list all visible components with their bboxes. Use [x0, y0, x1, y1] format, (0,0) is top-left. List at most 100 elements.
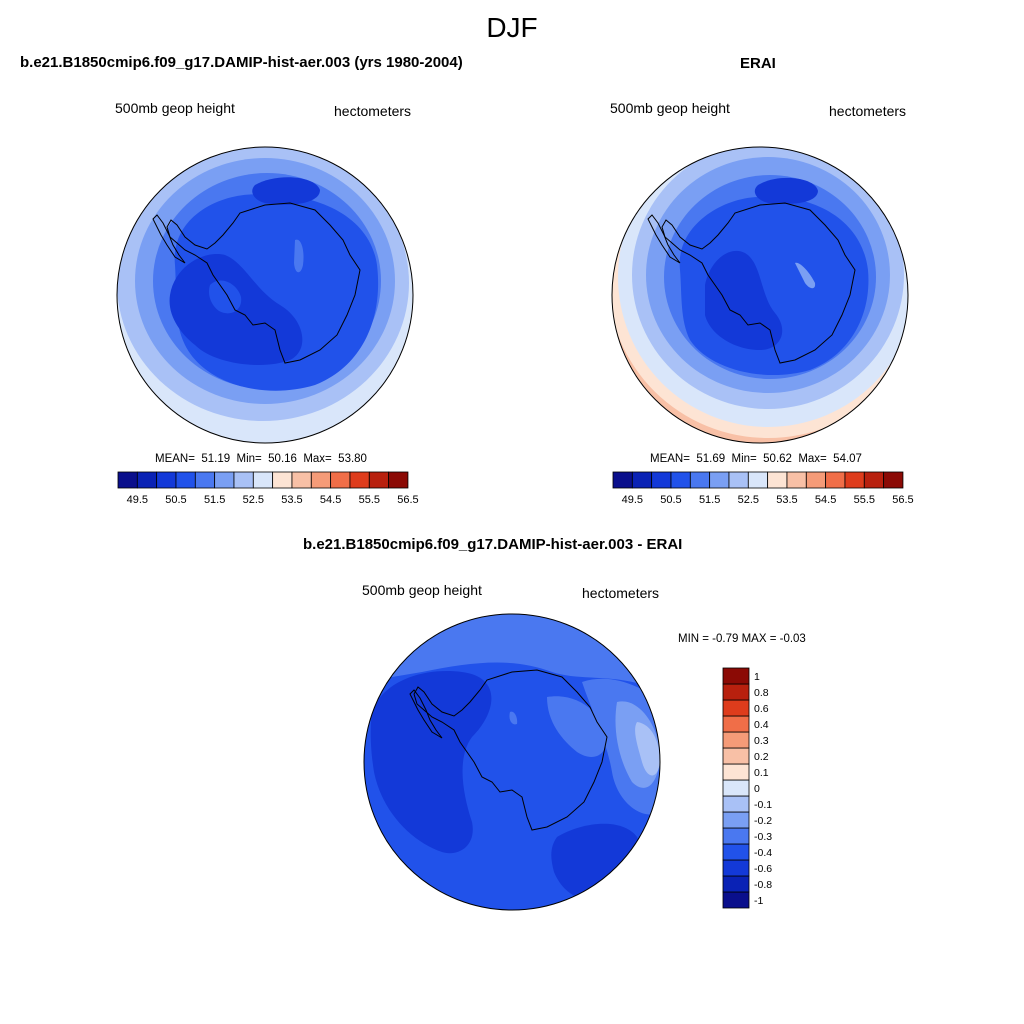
difference-polar-map	[363, 613, 661, 911]
colorbar-tick-label: 54.5	[320, 494, 341, 506]
obs-units-label: hectometers	[829, 103, 907, 119]
colorbar-box	[722, 843, 750, 861]
model-units-label: hectometers	[334, 103, 412, 119]
colorbar-box	[330, 471, 351, 489]
obs-colorbar: 49.5 50.5 51.5 52.5 53.5 54.5 55.5 56.5	[612, 471, 914, 506]
colorbar-tick-label: 0.4	[754, 719, 769, 731]
colorbar-box	[368, 471, 390, 489]
colorbar-box	[767, 471, 788, 489]
min-value: 50.62	[763, 453, 792, 465]
colorbar-box	[194, 471, 216, 489]
colorbar-box	[747, 471, 769, 489]
colorbar-tick-label: 0.2	[754, 751, 769, 763]
colorbar-box	[722, 667, 750, 685]
colorbar-box	[175, 471, 196, 489]
model-stats: MEAN= 51.19 Min= 50.16 Max= 53.80	[155, 453, 367, 465]
colorbar-tick-label: 0.3	[754, 735, 769, 747]
colorbar-box	[722, 891, 750, 909]
colorbar-box	[631, 471, 653, 489]
colorbar-box	[722, 811, 750, 829]
colorbar-tick-label: 52.5	[243, 494, 264, 506]
colorbar-box	[722, 859, 750, 877]
max-label: Max=	[303, 453, 332, 465]
model-colorbar: 49.5 50.5 51.5 52.5 53.5 54.5 55.5 56.5	[117, 471, 419, 506]
colorbar-box	[722, 763, 750, 781]
colorbar-tick-label: 50.5	[660, 494, 681, 506]
min-label: Min=	[236, 453, 262, 465]
colorbar-box	[722, 747, 750, 765]
colorbar-tick-label: 0	[754, 783, 760, 795]
colorbar-tick-label: 55.5	[854, 494, 875, 506]
colorbar-tick-label: 49.5	[127, 494, 148, 506]
colorbar-tick-label: 56.5	[892, 494, 913, 506]
colorbar-tick-label: 49.5	[622, 494, 643, 506]
colorbar-tick-label: 53.5	[776, 494, 797, 506]
obs-panel-title: ERAI	[740, 55, 776, 72]
colorbar-tick-label: 51.5	[699, 494, 720, 506]
colorbar-tick-label: -1	[754, 895, 763, 907]
colorbar-tick-label: -0.3	[754, 831, 772, 843]
colorbar-box	[310, 471, 332, 489]
max-value: 53.80	[338, 453, 367, 465]
mean-label: MEAN=	[155, 453, 195, 465]
colorbar-tick-label: 0.8	[754, 687, 769, 699]
colorbar-box	[728, 471, 749, 489]
diff-units-label: hectometers	[582, 585, 660, 601]
colorbar-box	[651, 471, 672, 489]
colorbar-tick-label: 0.6	[754, 703, 769, 715]
mean-value: 51.69	[696, 453, 726, 465]
colorbar-tick-label: -0.1	[754, 799, 772, 811]
colorbar-box	[709, 471, 730, 489]
colorbar-box	[722, 875, 750, 893]
obs-variable-label: 500mb geop height	[610, 100, 730, 116]
colorbar-tick-label: 51.5	[204, 494, 225, 506]
colorbar-tick-label: -0.2	[754, 815, 772, 827]
model-polar-map	[116, 146, 414, 444]
colorbar-box	[156, 471, 177, 489]
colorbar-box	[805, 471, 827, 489]
colorbar-box	[722, 699, 750, 717]
colorbar-box	[722, 779, 750, 797]
colorbar-box	[722, 795, 750, 813]
colorbar-box	[612, 471, 633, 489]
colorbar-tick-label: -0.4	[754, 847, 772, 859]
colorbar-tick-label: 55.5	[359, 494, 380, 506]
difference-colorbar: -1 -0.8 -0.6 -0.4 -0.3 -0.2 -0.1 0 0.1 0.2 0.3 0.4 0…	[722, 667, 772, 909]
colorbar-box	[863, 471, 885, 489]
diff-panel-title: b.e21.B1850cmip6.f09_g17.DAMIP-hist-aer.…	[303, 536, 683, 553]
colorbar-box	[689, 471, 711, 489]
colorbar-tick-label: -0.6	[754, 863, 772, 875]
colorbar-box	[670, 471, 691, 489]
colorbar-box	[272, 471, 293, 489]
diff-variable-label: 500mb geop height	[362, 582, 482, 598]
colorbar-tick-label: 0.1	[754, 767, 769, 779]
obs-stats: MEAN= 51.69 Min= 50.62 Max= 54.07	[650, 453, 862, 465]
colorbar-box	[233, 471, 254, 489]
colorbar-box	[825, 471, 846, 489]
colorbar-tick-label: 54.5	[815, 494, 836, 506]
obs-polar-map	[611, 146, 909, 444]
colorbar-box	[136, 471, 158, 489]
colorbar-box	[883, 471, 904, 489]
colorbar-box	[388, 471, 409, 489]
colorbar-tick-label: 1	[754, 671, 760, 683]
colorbar-box	[214, 471, 235, 489]
colorbar-tick-label: 53.5	[281, 494, 302, 506]
colorbar-tick-label: -0.8	[754, 879, 772, 891]
colorbar-box	[349, 471, 370, 489]
mean-label: MEAN=	[650, 453, 690, 465]
colorbar-box	[722, 731, 750, 749]
colorbar-box	[291, 471, 312, 489]
max-label: Max=	[798, 453, 827, 465]
min-value: 50.16	[268, 453, 297, 465]
colorbar-box	[722, 683, 750, 701]
colorbar-box	[722, 715, 750, 733]
model-variable-label: 500mb geop height	[115, 100, 235, 116]
colorbar-box	[844, 471, 865, 489]
colorbar-tick-label: 56.5	[397, 494, 418, 506]
colorbar-tick-label: 50.5	[165, 494, 186, 506]
mean-value: 51.19	[201, 453, 231, 465]
max-value: 54.07	[833, 453, 862, 465]
colorbar-box	[722, 827, 750, 845]
min-label: Min=	[731, 453, 757, 465]
